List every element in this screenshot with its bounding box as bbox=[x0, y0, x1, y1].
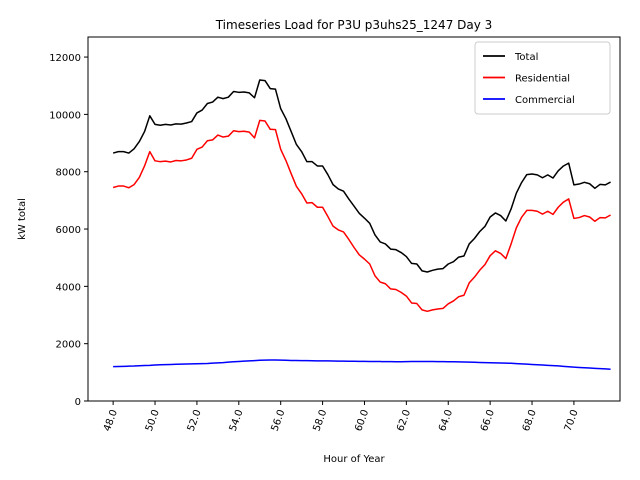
legend: Total Residential Commercial bbox=[474, 41, 611, 115]
series-line-residential bbox=[112, 119, 611, 313]
legend-label-residential: Residential bbox=[515, 74, 570, 85]
y-tick-label: 6000 bbox=[56, 225, 81, 236]
x-axis-label: Hour of Year bbox=[323, 454, 385, 465]
y-tick-label: 4000 bbox=[56, 282, 81, 293]
legend-label-total: Total bbox=[514, 52, 538, 63]
plot-frame bbox=[87, 36, 621, 402]
y-tick-label: 8000 bbox=[56, 168, 81, 179]
y-axis-label: kW total bbox=[17, 198, 28, 240]
y-tick-label: 2000 bbox=[56, 340, 81, 351]
y-tick-label: 12000 bbox=[49, 53, 81, 64]
legend-box bbox=[474, 41, 611, 115]
legend-label-commercial: Commercial bbox=[515, 95, 575, 106]
plot-area bbox=[112, 79, 611, 370]
series-line-commercial bbox=[113, 359, 611, 370]
y-tick-label: 10000 bbox=[49, 110, 81, 121]
y-tick-label: 0 bbox=[75, 397, 81, 408]
series-line-total bbox=[112, 79, 611, 273]
chart-title: Timeseries Load for P3U p3uhs25_1247 Day… bbox=[215, 18, 493, 32]
